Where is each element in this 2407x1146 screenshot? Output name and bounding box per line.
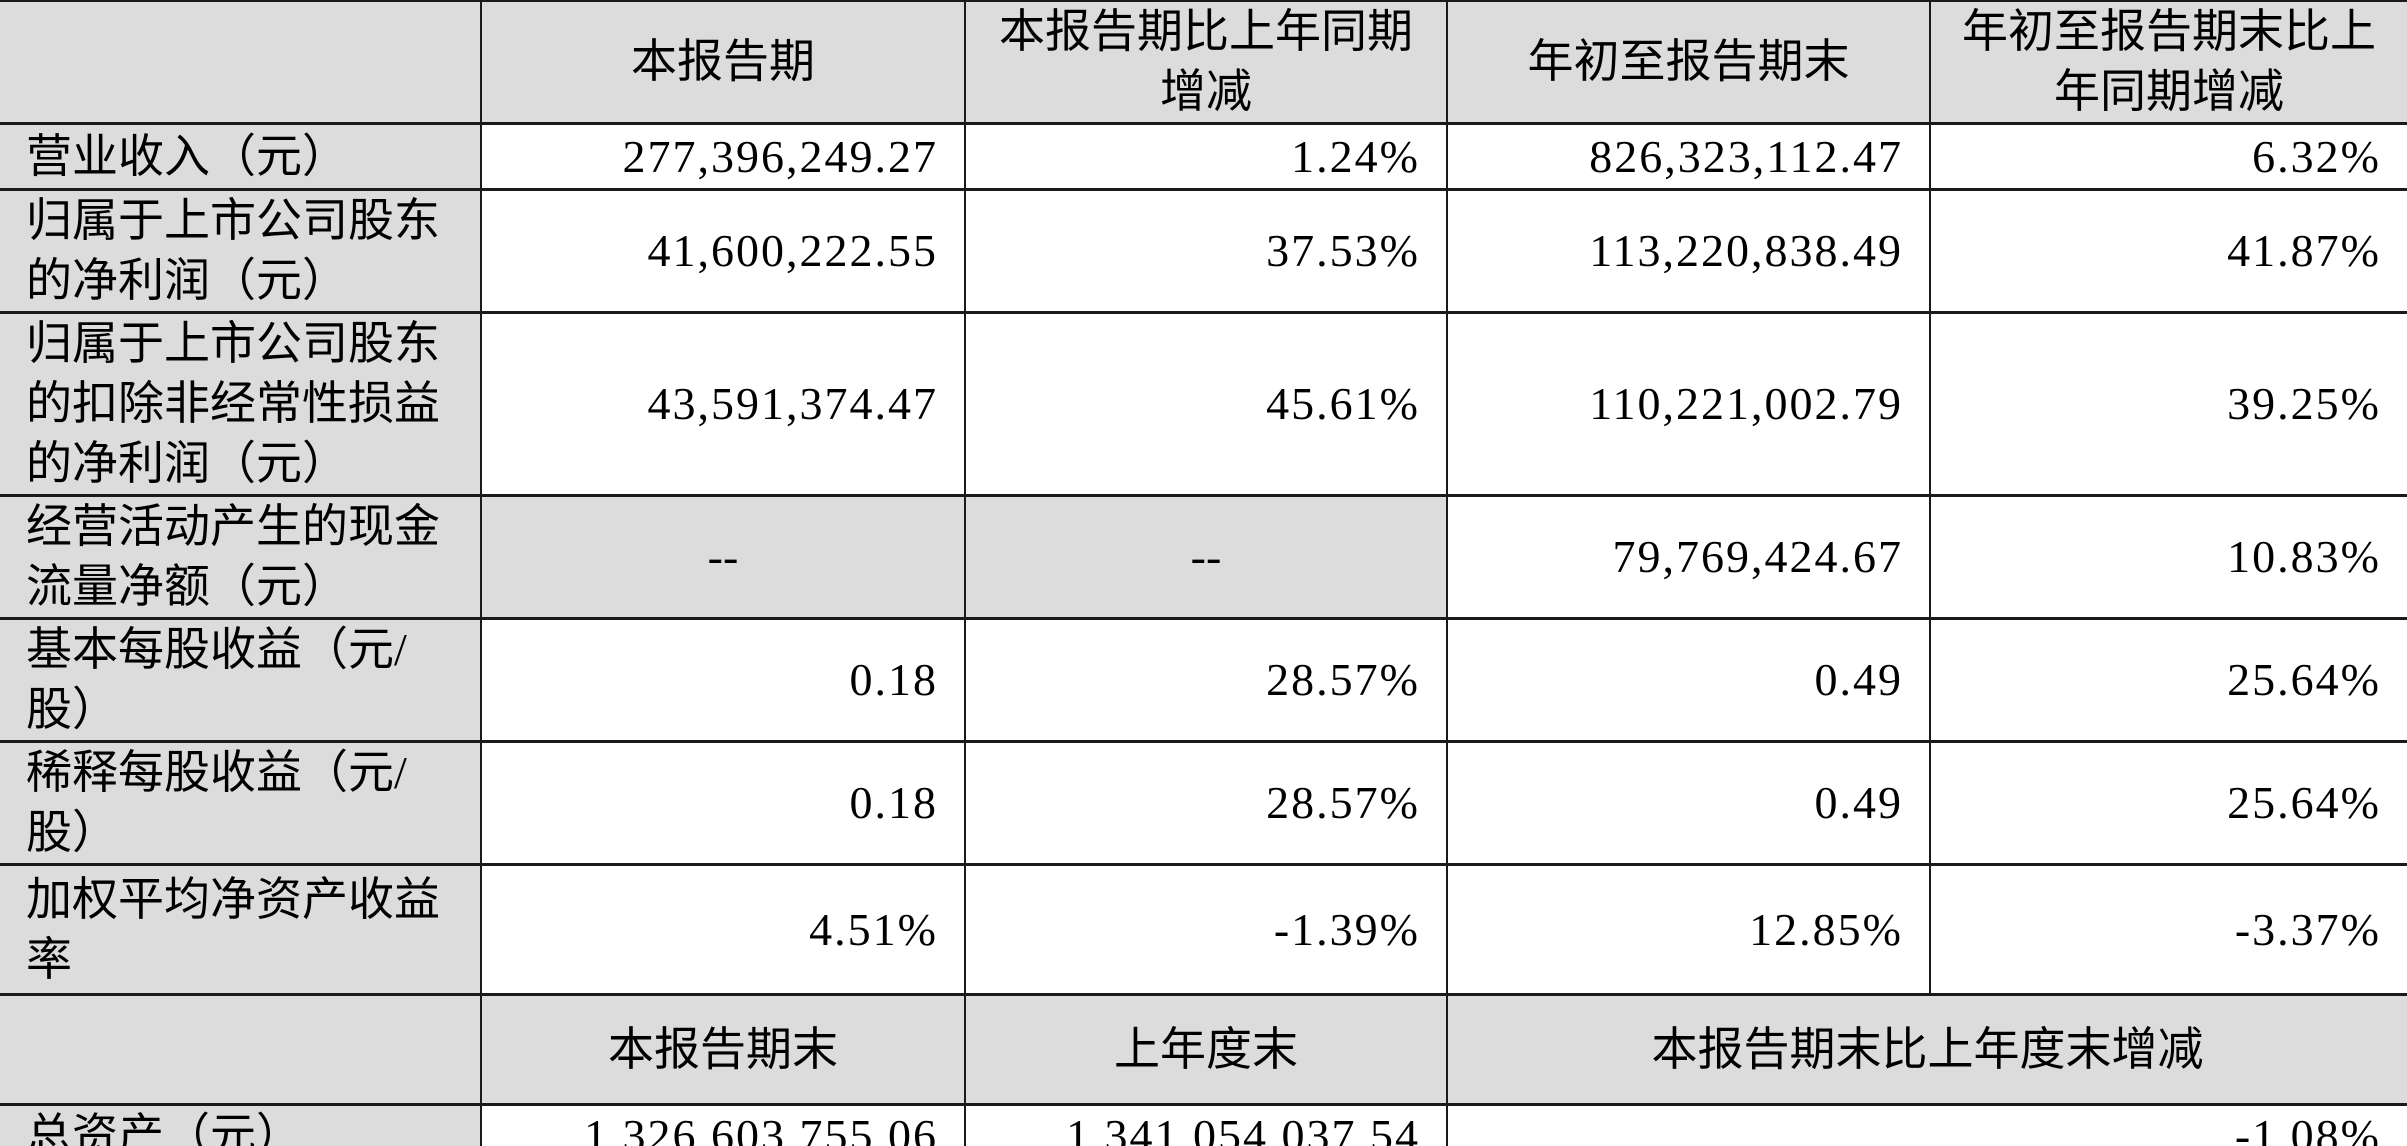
row-label: 营业收入（元） (0, 123, 481, 190)
cell-ytd-yoy: 6.32% (1929, 123, 2407, 190)
header2-change-vs-prev-year-end: 本报告期末比上年度末增减 (1446, 994, 2407, 1105)
header2-prev-year-end: 上年度末 (964, 994, 1447, 1105)
cell-ytd: 0.49 (1446, 741, 1930, 865)
cell-ytd: 79,769,424.67 (1446, 495, 1930, 619)
table-row-net-profit-excl-nonrecurring: 归属于上市公司股东 的扣除非经常性损益 的净利润（元） 43,591,374.4… (0, 312, 2407, 496)
row-label: 归属于上市公司股东 的扣除非经常性损益 的净利润（元） (0, 312, 481, 496)
header-blank-cell (0, 1, 481, 124)
table-header-row-1: 本报告期 本报告期比上年同期 增减 年初至报告期末 年初至报告期末比上 年同期增… (0, 1, 2407, 124)
cell-current-period-yoy: -- (964, 495, 1447, 619)
table-row-net-profit: 归属于上市公司股东 的净利润（元） 41,600,222.55 37.53% 1… (0, 189, 2407, 313)
table-row-revenue: 营业收入（元） 277,396,249.27 1.24% 826,323,112… (0, 123, 2407, 190)
header-current-period: 本报告期 (480, 1, 965, 124)
table-row-weighted-avg-roe: 加权平均净资产收益 率 4.51% -1.39% 12.85% -3.37% (0, 864, 2407, 995)
table-row-basic-eps: 基本每股收益（元/ 股） 0.18 28.57% 0.49 25.64% (0, 618, 2407, 742)
cell-ytd: 12.85% (1446, 864, 1930, 995)
cell-current-period-end: 1,326,603,755.06 (480, 1104, 965, 1146)
cell-current-period: 43,591,374.47 (480, 312, 965, 496)
row-label: 稀释每股收益（元/ 股） (0, 741, 481, 865)
cell-ytd: 0.49 (1446, 618, 1930, 742)
cell-ytd-yoy: -3.37% (1929, 864, 2407, 995)
cell-ytd: 826,323,112.47 (1446, 123, 1930, 190)
cell-ytd-yoy: 41.87% (1929, 189, 2407, 313)
cell-current-period: 0.18 (480, 741, 965, 865)
header-ytd-yoy: 年初至报告期末比上 年同期增减 (1929, 1, 2407, 124)
row-label: 总资产（元） (0, 1104, 481, 1146)
table-header-row-2: 本报告期末 上年度末 本报告期末比上年度末增减 (0, 994, 2407, 1105)
cell-change-vs-prev-year-end: -1.08% (1446, 1104, 2407, 1146)
cell-ytd-yoy: 39.25% (1929, 312, 2407, 496)
header2-current-period-end: 本报告期末 (480, 994, 965, 1105)
cell-ytd: 110,221,002.79 (1446, 312, 1930, 496)
cell-ytd: 113,220,838.49 (1446, 189, 1930, 313)
cell-current-period: 0.18 (480, 618, 965, 742)
cell-current-period: 277,396,249.27 (480, 123, 965, 190)
cell-current-period-yoy: 37.53% (964, 189, 1447, 313)
cell-ytd-yoy: 10.83% (1929, 495, 2407, 619)
table-row-total-assets: 总资产（元） 1,326,603,755.06 1,341,054,037.54… (0, 1104, 2407, 1146)
header-ytd: 年初至报告期末 (1446, 1, 1930, 124)
row-label: 归属于上市公司股东 的净利润（元） (0, 189, 481, 313)
table-row-operating-cash-flow: 经营活动产生的现金 流量净额（元） -- -- 79,769,424.67 10… (0, 495, 2407, 619)
cell-current-period-yoy: -1.39% (964, 864, 1447, 995)
cell-current-period: -- (480, 495, 965, 619)
cell-ytd-yoy: 25.64% (1929, 618, 2407, 742)
row-label: 加权平均净资产收益 率 (0, 864, 481, 995)
header2-blank-cell (0, 994, 481, 1105)
cell-current-period-yoy: 1.24% (964, 123, 1447, 190)
cell-ytd-yoy: 25.64% (1929, 741, 2407, 865)
cell-current-period-yoy: 28.57% (964, 618, 1447, 742)
cell-prev-year-end: 1,341,054,037.54 (964, 1104, 1447, 1146)
cell-current-period: 41,600,222.55 (480, 189, 965, 313)
cell-current-period-yoy: 45.61% (964, 312, 1447, 496)
row-label: 经营活动产生的现金 流量净额（元） (0, 495, 481, 619)
table-row-diluted-eps: 稀释每股收益（元/ 股） 0.18 28.57% 0.49 25.64% (0, 741, 2407, 865)
cell-current-period-yoy: 28.57% (964, 741, 1447, 865)
row-label: 基本每股收益（元/ 股） (0, 618, 481, 742)
header-current-period-yoy: 本报告期比上年同期 增减 (964, 1, 1447, 124)
cell-current-period: 4.51% (480, 864, 965, 995)
